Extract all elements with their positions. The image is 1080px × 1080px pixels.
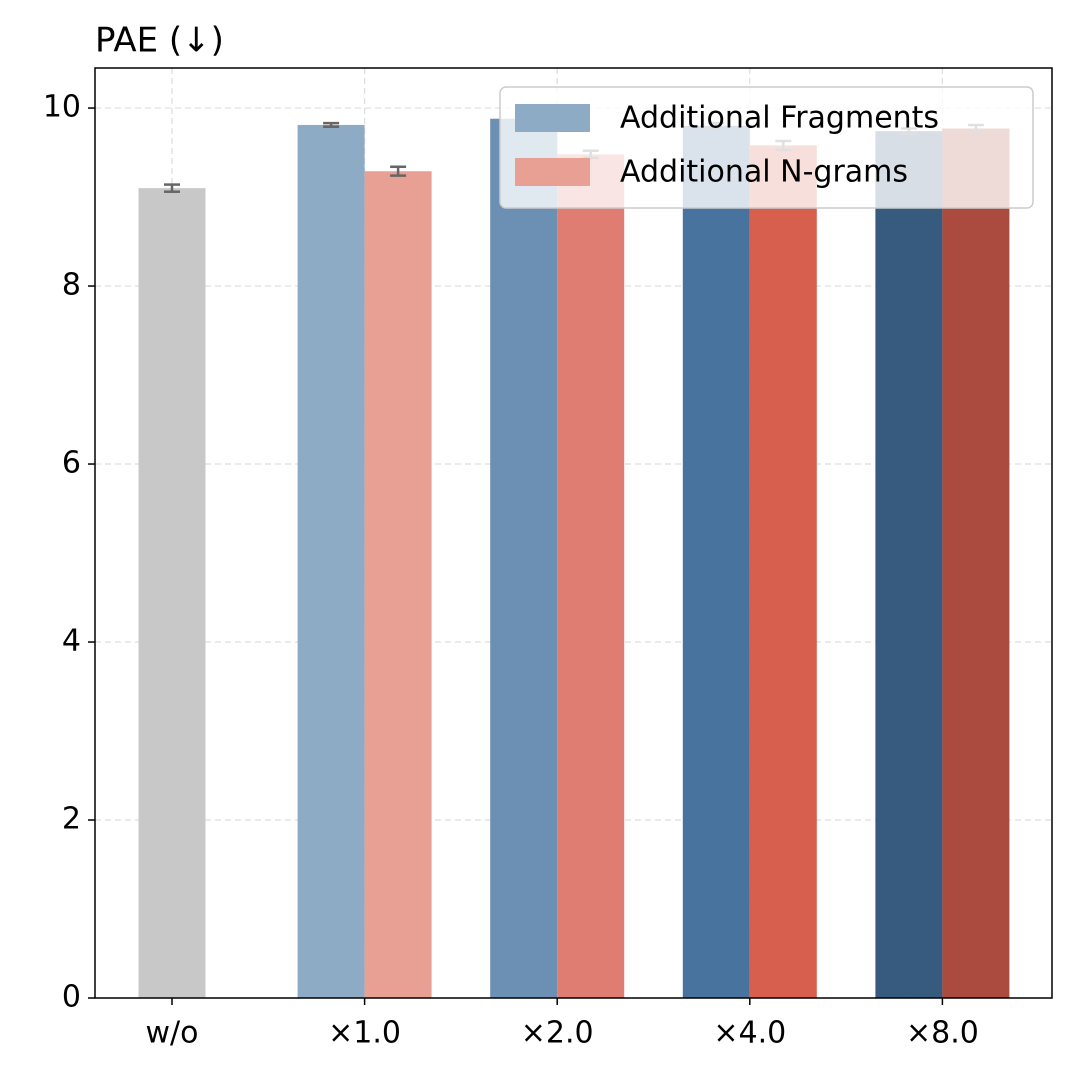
error-bar <box>323 121 340 128</box>
legend-label: Additional Fragments <box>620 101 939 136</box>
chart-title: PAE (↓) <box>95 21 224 61</box>
bar <box>138 188 206 998</box>
y-tick-label: 10 <box>43 90 81 125</box>
legend-label: Additional N-grams <box>620 155 908 190</box>
x-tick-label: ×2.0 <box>521 1016 594 1051</box>
y-tick-label: 8 <box>62 268 81 303</box>
y-tick-label: 2 <box>62 802 81 837</box>
x-tick-label: ×4.0 <box>713 1016 786 1051</box>
legend-box <box>499 86 1034 209</box>
bar <box>749 145 817 998</box>
y-tick-label: 4 <box>62 624 81 659</box>
bar <box>682 125 750 998</box>
bar <box>297 124 365 999</box>
bar <box>942 128 1010 999</box>
x-tick-label: w/o <box>146 1016 199 1051</box>
x-tick-label: ×8.0 <box>906 1016 979 1051</box>
legend-swatch <box>515 104 590 132</box>
y-tick-label: 6 <box>62 446 81 481</box>
bar <box>364 171 432 999</box>
error-bar <box>164 183 180 193</box>
bar <box>490 118 558 998</box>
x-tick-label: ×1.0 <box>328 1016 401 1051</box>
axes-frame <box>94 67 1053 999</box>
bar <box>875 131 943 999</box>
legend-swatch <box>515 158 590 186</box>
error-bar <box>390 165 407 177</box>
bar <box>557 154 625 998</box>
y-tick-label: 0 <box>62 980 81 1015</box>
